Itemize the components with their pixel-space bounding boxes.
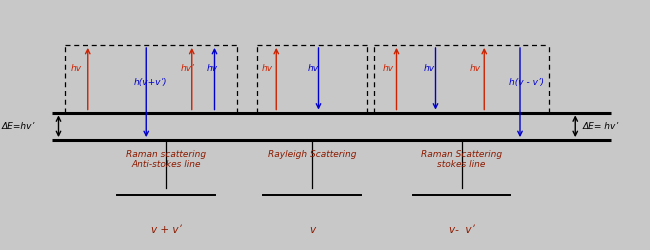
Text: h(v - vʹ): h(v - vʹ) [509, 78, 544, 87]
Text: v + vʹ: v + vʹ [151, 225, 181, 235]
Text: hv: hv [207, 64, 218, 73]
Text: hv: hv [308, 64, 319, 73]
Text: Raman Scattering
stokes line: Raman Scattering stokes line [421, 150, 502, 170]
Text: v-  vʹ: v- vʹ [448, 225, 474, 235]
Text: hv: hv [382, 64, 393, 73]
Text: ΔE= hvʹ: ΔE= hvʹ [583, 122, 619, 131]
Text: hv: hv [470, 64, 481, 73]
Text: hv: hv [70, 64, 81, 73]
Text: v: v [309, 225, 315, 235]
Text: hv: hv [424, 64, 435, 73]
Text: hvʹ: hvʹ [181, 64, 194, 73]
Text: Raman scattering
Anti-stokes line: Raman scattering Anti-stokes line [125, 150, 206, 170]
Text: Rayleigh Scattering: Rayleigh Scattering [268, 150, 356, 159]
Text: h(v+vʹ): h(v+vʹ) [133, 78, 167, 87]
Text: ΔE=hvʹ: ΔE=hvʹ [2, 122, 35, 131]
Text: hv: hv [262, 64, 273, 73]
